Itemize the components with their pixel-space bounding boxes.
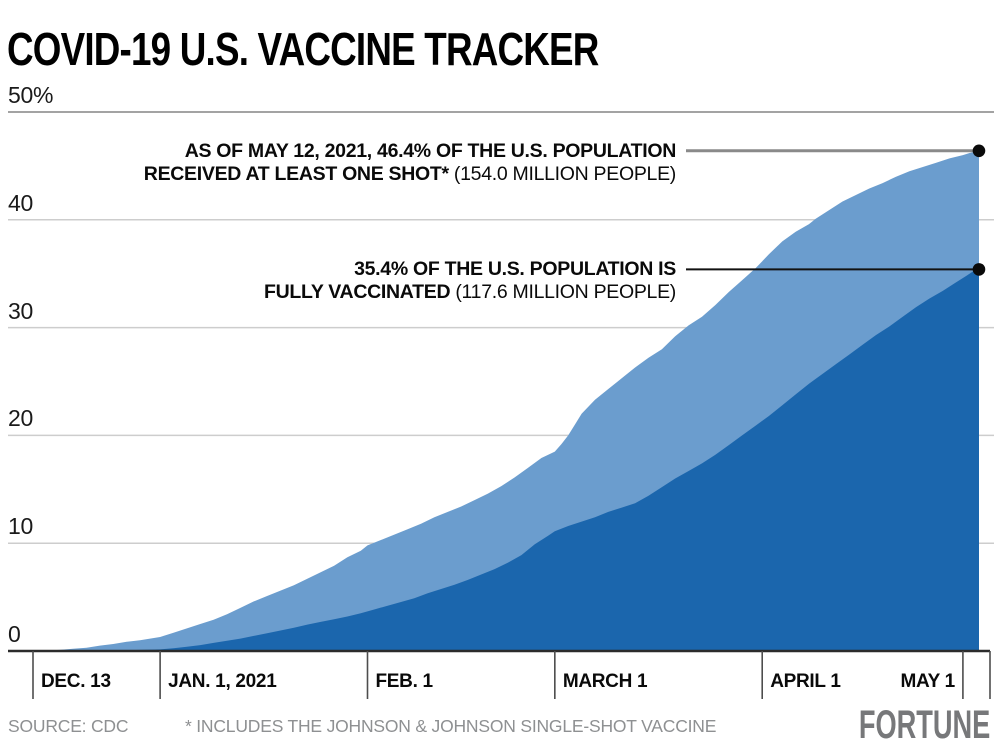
y-axis-label-0: 0: [8, 621, 21, 647]
x-axis-label-2: FEB. 1: [375, 671, 434, 692]
x-axis-label-4: APRIL 1: [770, 671, 841, 692]
y-axis-label-30: 30: [8, 297, 33, 324]
annotation-fully-text2-bold: FULLY VACCINATED: [264, 281, 451, 303]
x-axis-label-0: DEC. 13: [41, 671, 111, 692]
end-dot-fully-vaccinated: [972, 263, 986, 276]
annotation-fully-line1: 35.4% OF THE U.S. POPULATION IS: [264, 258, 676, 281]
source-credit: SOURCE: CDC: [8, 716, 129, 736]
area-fully-vaccinated: [33, 269, 979, 651]
y-axis-label-20: 20: [8, 405, 33, 432]
annotation-one-shot-text2-bold: RECEIVED AT LEAST ONE SHOT*: [143, 163, 449, 185]
fortune-logo: FORTUNE: [858, 703, 990, 747]
end-dot-one-shot: [972, 144, 986, 158]
annotation-fully-text-bold: 35.4% OF THE U.S. POPULATION IS: [354, 258, 676, 280]
footnote: * INCLUDES THE JOHNSON & JOHNSON SINGLE-…: [185, 716, 717, 736]
y-axis-label-10: 10: [8, 513, 33, 540]
annotation-one-shot-text-bold: AS OF MAY 12, 2021, 46.4% OF THE U.S. PO…: [184, 140, 677, 162]
x-axis-label-1: JAN. 1, 2021: [168, 671, 277, 692]
x-axis-label-3: MARCH 1: [562, 671, 648, 692]
page-title: COVID-19 U.S. VACCINE TRACKER: [7, 23, 599, 75]
annotation-one-shot-line1: AS OF MAY 12, 2021, 46.4% OF THE U.S. PO…: [144, 140, 677, 163]
annotation-one-shot-text2-light: (154.0 MILLION PEOPLE): [448, 163, 676, 185]
x-axis-label-5: MAY 1: [900, 671, 955, 692]
y-axis-label-40: 40: [8, 189, 33, 216]
annotation-fully-vaccinated: 35.4% OF THE U.S. POPULATION IS FULLY VA…: [264, 258, 676, 304]
annotation-fully-text2-light: (117.6 MILLION PEOPLE): [450, 281, 676, 303]
annotation-one-shot: AS OF MAY 12, 2021, 46.4% OF THE U.S. PO…: [143, 140, 677, 186]
annotation-fully-line2: FULLY VACCINATED (117.6 MILLION PEOPLE): [264, 281, 676, 304]
annotation-one-shot-line2: RECEIVED AT LEAST ONE SHOT* (154.0 MILLI…: [143, 163, 677, 186]
y-axis-label-50: 50%: [8, 82, 54, 108]
